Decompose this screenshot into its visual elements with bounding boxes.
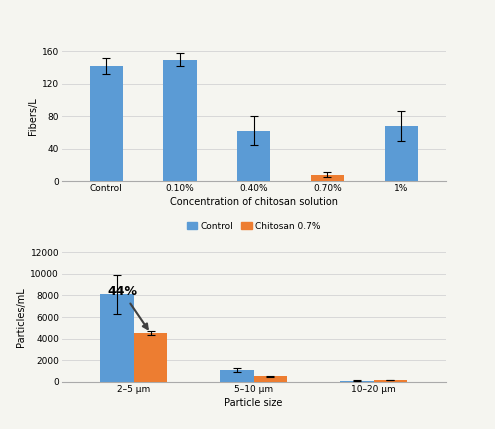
Bar [100, 294, 134, 382]
Y-axis label: Fibers/L: Fibers/L [28, 97, 38, 135]
Text: 44%: 44% [107, 285, 148, 329]
Bar [163, 60, 197, 181]
Bar [374, 380, 407, 382]
X-axis label: Particle size: Particle size [225, 398, 283, 408]
Bar [340, 381, 374, 382]
Bar [311, 175, 344, 181]
Bar [253, 376, 287, 382]
Bar [220, 370, 253, 382]
Y-axis label: Particles/mL: Particles/mL [16, 287, 26, 347]
Legend: Control, Chitosan 0.7%: Control, Chitosan 0.7% [183, 218, 325, 234]
X-axis label: Concentration of chitosan solution: Concentration of chitosan solution [170, 197, 338, 207]
Bar [134, 333, 167, 382]
Bar [237, 131, 270, 181]
Bar [90, 66, 123, 181]
Bar [385, 126, 418, 181]
